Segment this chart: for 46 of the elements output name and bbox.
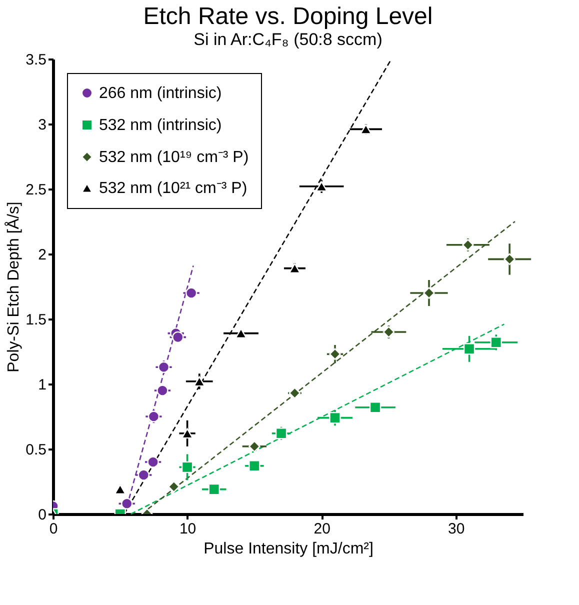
point: [463, 343, 476, 355]
y-tick-label: 1: [38, 376, 46, 394]
point: [504, 253, 516, 266]
point: [168, 480, 180, 493]
point: [288, 387, 301, 399]
x-tick-label: 10: [179, 520, 196, 538]
point: [369, 402, 382, 414]
chart-subtitle: Si in Ar:C₄F₈ (50:8 sccm): [194, 30, 382, 49]
x-tick-label: 20: [314, 520, 330, 538]
y-tick-label: 0.5: [26, 442, 46, 458]
point: [172, 331, 184, 344]
point: [158, 361, 170, 373]
point: [148, 410, 160, 422]
point: [360, 124, 372, 134]
y-axis-title: Poly-Si Etch Depth [Å/s]: [4, 202, 23, 372]
legend-label: 266 nm (intrinsic): [99, 85, 222, 102]
point: [316, 181, 328, 192]
legend-label: 532 nm (10¹⁹ cm⁻³ P): [99, 149, 249, 166]
y-tick-label: 2.5: [26, 182, 46, 198]
chart-title: Etch Rate vs. Doping Level: [143, 3, 433, 30]
x-tick-label: 30: [448, 520, 465, 538]
point: [138, 469, 150, 481]
point: [275, 428, 288, 440]
y-tick-label: 1.5: [26, 312, 46, 328]
y-tick-label: 2: [38, 246, 46, 264]
point: [382, 326, 395, 338]
point: [147, 456, 159, 468]
point: [235, 328, 247, 338]
point: [185, 287, 198, 299]
legend-label: 532 nm (intrinsic): [99, 117, 222, 134]
point: [462, 239, 474, 251]
y-tick-label: 0: [38, 506, 46, 524]
point: [156, 384, 168, 396]
point: [329, 412, 341, 424]
x-tick-label: 0: [49, 520, 58, 538]
point: [208, 483, 220, 496]
y-tick-label: 3: [38, 116, 46, 134]
y-tick-label: 3.5: [26, 52, 46, 68]
legend-label: 532 nm (10²¹ cm⁻³ P): [99, 180, 248, 197]
point: [248, 460, 260, 472]
point: [248, 440, 260, 452]
point: [121, 498, 133, 510]
point: [423, 287, 435, 299]
point: [181, 461, 194, 474]
point: [329, 348, 341, 360]
x-axis-title: Pulse Intensity [mJ/cm²]: [204, 540, 374, 558]
